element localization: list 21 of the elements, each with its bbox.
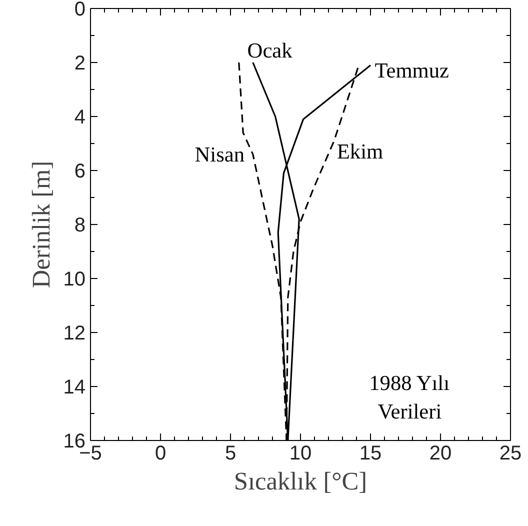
y-tick-label: 6 bbox=[74, 160, 86, 182]
series-label: Temmuz bbox=[374, 58, 450, 83]
x-tick-label: 20 bbox=[429, 442, 452, 464]
series-label: Nisan bbox=[194, 142, 245, 166]
y-tick-label: 14 bbox=[63, 376, 86, 398]
y-tick-label: 8 bbox=[74, 214, 86, 236]
y-tick-label: 0 bbox=[74, 0, 86, 20]
x-tick-label: 5 bbox=[224, 442, 236, 464]
y-tick-label: 2 bbox=[74, 52, 86, 74]
y-tick-label: 10 bbox=[63, 268, 86, 290]
annotation: 1988 Yılı Verileri bbox=[369, 370, 450, 424]
y-axis-title: Derinlik [m] bbox=[27, 160, 56, 288]
y-tick-label: 4 bbox=[74, 106, 86, 128]
legend-label: Ocak bbox=[247, 38, 293, 62]
x-tick-label: 15 bbox=[359, 442, 382, 464]
x-tick-label: 10 bbox=[289, 442, 312, 464]
x-axis-title: Sıcaklık [°C] bbox=[234, 468, 368, 496]
series-label: Ekim bbox=[336, 140, 384, 164]
x-tick-label: 0 bbox=[154, 442, 166, 464]
y-tick-label: 12 bbox=[63, 322, 86, 344]
x-tick-label: 25 bbox=[499, 442, 522, 464]
